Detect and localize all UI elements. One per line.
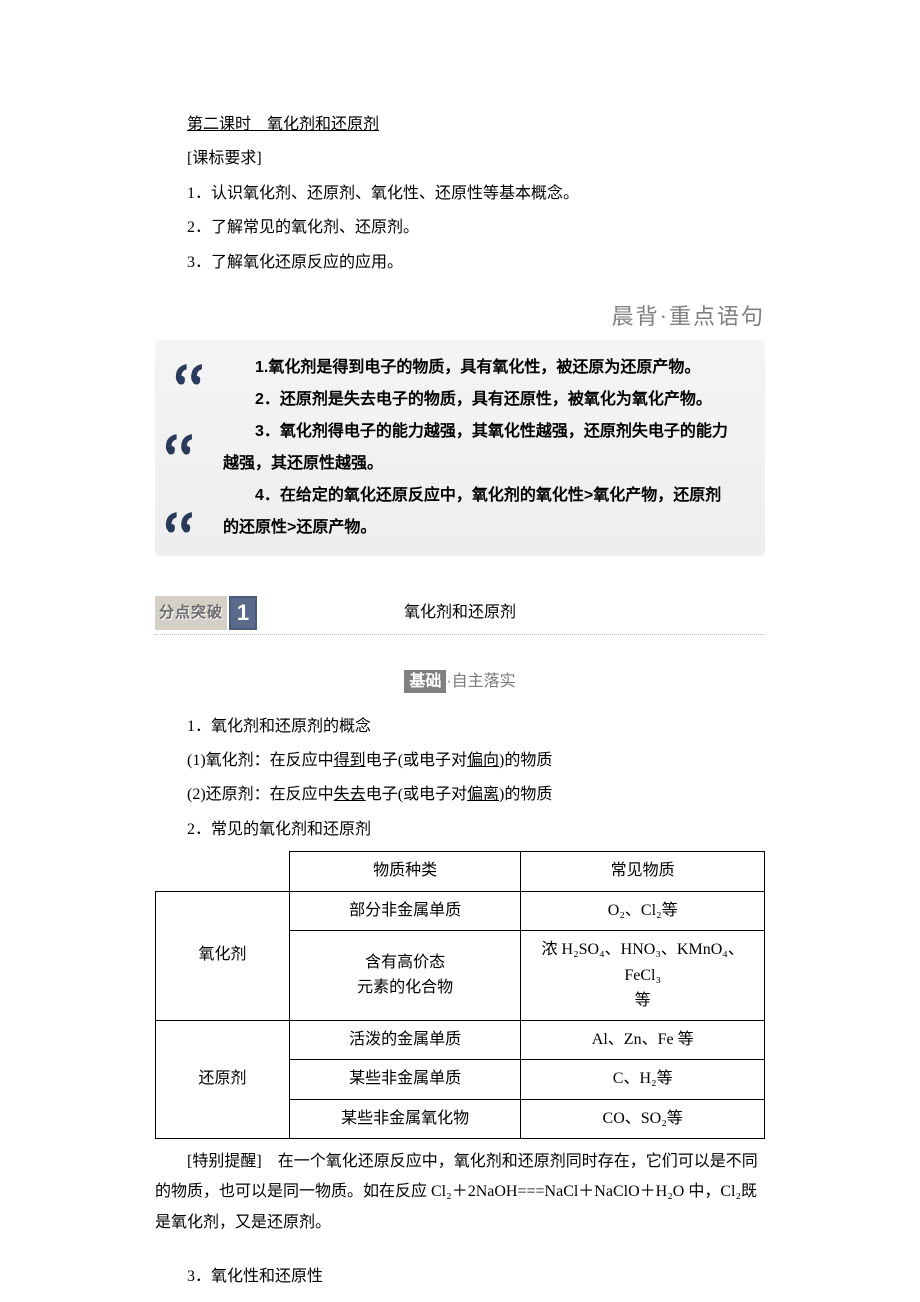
cell: CO、SO₂等 bbox=[521, 1099, 765, 1138]
breakpoint-title: 氧化剂和还原剂 bbox=[275, 598, 765, 628]
text: 浓 H₂SO₄、HNO₃、KMnO₄、FeCl₃ bbox=[542, 941, 744, 984]
morning-header: 晨背·重点语句 bbox=[155, 296, 765, 338]
concept-oxidant: (1)氧化剂：在反应中得到电子(或电子对偏向)的物质 bbox=[155, 746, 765, 776]
key-3: 3．氧化剂得电子的能力越强，其氧化性越强，还原剂失电子的能力越强，其还原性越强。 bbox=[223, 416, 735, 480]
cell: Al、Zn、Fe 等 bbox=[521, 1020, 765, 1059]
req-2: 2．了解常见的氧化剂、还原剂。 bbox=[155, 213, 765, 243]
col-common: 常见物质 bbox=[521, 852, 765, 891]
quote-icon bbox=[163, 432, 197, 460]
req-1: 1．认识氧化剂、还原剂、氧化性、还原性等基本概念。 bbox=[155, 179, 765, 209]
special-tip: [特别提醒] 在一个氧化还原反应中，氧化剂和还原剂同时存在，它们可以是不同的物质… bbox=[155, 1147, 765, 1238]
key-4: 4．在给定的氧化还原反应中，氧化剂的氧化性>氧化产物，还原剂的还原性>还原产物。 bbox=[223, 480, 735, 544]
req-label: [课标要求] bbox=[155, 144, 765, 174]
oxidant-reductant-table: 物质种类 常见物质 氧化剂 部分非金属单质 O₂、Cl₂等 含有高价态 元素的化… bbox=[155, 851, 765, 1139]
row-oxidant-label: 氧化剂 bbox=[156, 891, 290, 1020]
quote-icon bbox=[163, 510, 197, 538]
text: )的物质 bbox=[499, 752, 552, 769]
key-1: 1.氧化剂是得到电子的物质，具有氧化性，被还原为还原产物。 bbox=[223, 352, 735, 384]
col-type: 物质种类 bbox=[289, 852, 520, 891]
breakpoint-row: 分点突破 1 氧化剂和还原剂 bbox=[155, 596, 765, 636]
cell: 某些非金属氧化物 bbox=[289, 1099, 520, 1138]
breakpoint-number: 1 bbox=[229, 596, 257, 630]
cell: 部分非金属单质 bbox=[289, 891, 520, 930]
table-corner bbox=[156, 852, 290, 891]
cell: 含有高价态 元素的化合物 bbox=[289, 930, 520, 1020]
cell: 活泼的金属单质 bbox=[289, 1020, 520, 1059]
breakpoint-label: 分点突破 bbox=[155, 596, 227, 631]
req-3: 3．了解氧化还原反应的应用。 bbox=[155, 248, 765, 278]
section-3-heading: 3．氧化性和还原性 bbox=[155, 1262, 765, 1292]
cell: 某些非金属单质 bbox=[289, 1060, 520, 1099]
text: 电子(或电子对 bbox=[366, 786, 467, 803]
row-reductant-label: 还原剂 bbox=[156, 1020, 290, 1138]
text: 等 bbox=[635, 992, 651, 1009]
underline-get: 得到 bbox=[334, 752, 366, 769]
text: (1)氧化剂：在反应中 bbox=[187, 752, 334, 769]
basis-row: 基础·自主落实 bbox=[155, 667, 765, 697]
text: )的物质 bbox=[499, 786, 552, 803]
key-2: 2．还原剂是失去电子的物质，具有还原性，被氧化为氧化产物。 bbox=[223, 384, 735, 416]
concept-heading: 1．氧化剂和还原剂的概念 bbox=[155, 712, 765, 742]
cell: 浓 H₂SO₄、HNO₃、KMnO₄、FeCl₃ 等 bbox=[521, 930, 765, 1020]
cell: C、H₂等 bbox=[521, 1060, 765, 1099]
concept-reductant: (2)还原剂：在反应中失去电子(或电子对偏离)的物质 bbox=[155, 780, 765, 810]
cell: O₂、Cl₂等 bbox=[521, 891, 765, 930]
quote-icon bbox=[173, 362, 207, 390]
text: 元素的化合物 bbox=[357, 979, 453, 996]
lesson-title: 第二课时 氧化剂和还原剂 bbox=[155, 110, 765, 140]
text: 含有高价态 bbox=[365, 954, 445, 971]
basis-suffix: ·自主落实 bbox=[446, 673, 515, 690]
key-points-box: 1.氧化剂是得到电子的物质，具有氧化性，被还原为还原产物。 2．还原剂是失去电子… bbox=[155, 340, 765, 556]
underline-away: 偏离 bbox=[467, 786, 499, 803]
tip-label: [特别提醒] bbox=[187, 1153, 262, 1170]
common-heading: 2．常见的氧化剂和还原剂 bbox=[155, 815, 765, 845]
breakpoint-badge: 分点突破 1 bbox=[155, 596, 257, 631]
underline-toward: 偏向 bbox=[467, 752, 499, 769]
underline-lose: 失去 bbox=[334, 786, 366, 803]
text: (2)还原剂：在反应中 bbox=[187, 786, 334, 803]
basis-badge: 基础 bbox=[404, 670, 446, 693]
text: 电子(或电子对 bbox=[366, 752, 467, 769]
